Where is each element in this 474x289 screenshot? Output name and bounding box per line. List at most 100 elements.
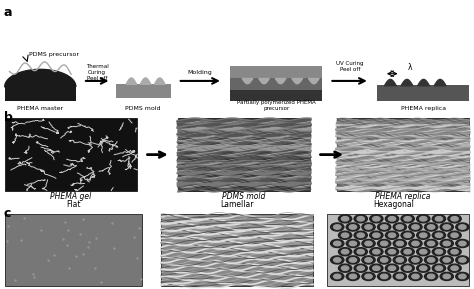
Circle shape [396, 241, 403, 246]
Circle shape [354, 215, 367, 223]
Text: PDMS mold: PDMS mold [126, 106, 161, 111]
Circle shape [448, 231, 461, 239]
Circle shape [349, 274, 356, 279]
Circle shape [365, 225, 372, 229]
Circle shape [378, 223, 391, 231]
Circle shape [435, 266, 443, 271]
Circle shape [357, 216, 365, 221]
Polygon shape [230, 78, 322, 90]
Polygon shape [230, 66, 322, 78]
Polygon shape [377, 85, 469, 101]
Polygon shape [116, 84, 171, 98]
Circle shape [385, 215, 399, 223]
Circle shape [370, 248, 383, 256]
Circle shape [357, 266, 365, 271]
Circle shape [381, 241, 388, 246]
Circle shape [448, 264, 461, 272]
Circle shape [451, 216, 458, 221]
Circle shape [428, 274, 435, 279]
Circle shape [404, 216, 411, 221]
Circle shape [331, 256, 344, 264]
Circle shape [428, 241, 435, 246]
Circle shape [393, 223, 406, 231]
Circle shape [334, 241, 341, 246]
Circle shape [396, 274, 403, 279]
Circle shape [354, 264, 367, 272]
Circle shape [338, 231, 352, 239]
Circle shape [393, 239, 406, 247]
Circle shape [456, 239, 469, 247]
Text: b: b [4, 111, 13, 124]
Circle shape [385, 231, 399, 239]
Circle shape [424, 272, 438, 280]
Circle shape [373, 249, 380, 254]
Circle shape [354, 231, 367, 239]
Circle shape [401, 215, 414, 223]
Circle shape [331, 223, 344, 231]
Polygon shape [5, 87, 76, 101]
Circle shape [388, 216, 396, 221]
Circle shape [362, 223, 375, 231]
Polygon shape [161, 214, 313, 286]
Text: Hexagonal: Hexagonal [373, 200, 414, 209]
Circle shape [409, 272, 422, 280]
Circle shape [409, 223, 422, 231]
Polygon shape [5, 118, 137, 191]
Circle shape [428, 258, 435, 262]
Circle shape [349, 258, 356, 262]
Text: PDMS precursor: PDMS precursor [29, 52, 79, 57]
Polygon shape [337, 118, 469, 191]
Circle shape [432, 231, 446, 239]
Circle shape [409, 239, 422, 247]
Circle shape [396, 258, 403, 262]
Circle shape [417, 248, 430, 256]
Circle shape [440, 256, 453, 264]
Circle shape [338, 264, 352, 272]
Circle shape [456, 256, 469, 264]
Polygon shape [5, 214, 142, 286]
Circle shape [443, 225, 450, 229]
Circle shape [373, 233, 380, 238]
Circle shape [385, 248, 399, 256]
Circle shape [435, 249, 443, 254]
Circle shape [419, 216, 427, 221]
Circle shape [362, 239, 375, 247]
Circle shape [443, 274, 450, 279]
Circle shape [440, 223, 453, 231]
Circle shape [346, 256, 360, 264]
Circle shape [432, 248, 446, 256]
Circle shape [417, 231, 430, 239]
Circle shape [370, 231, 383, 239]
Circle shape [443, 258, 450, 262]
Text: PDMS mold: PDMS mold [222, 192, 266, 201]
Circle shape [378, 256, 391, 264]
Circle shape [459, 241, 466, 246]
Circle shape [412, 225, 419, 229]
Text: c: c [4, 207, 11, 220]
Circle shape [424, 239, 438, 247]
Circle shape [388, 266, 396, 271]
Circle shape [459, 274, 466, 279]
Text: Lamellar: Lamellar [220, 200, 254, 209]
Circle shape [451, 233, 458, 238]
Circle shape [401, 248, 414, 256]
Circle shape [331, 272, 344, 280]
Circle shape [349, 241, 356, 246]
Circle shape [451, 266, 458, 271]
Circle shape [409, 256, 422, 264]
Circle shape [459, 258, 466, 262]
Circle shape [341, 249, 349, 254]
Text: PHEMA replica: PHEMA replica [401, 106, 446, 111]
Circle shape [440, 239, 453, 247]
Circle shape [338, 215, 352, 223]
Circle shape [362, 272, 375, 280]
Circle shape [378, 272, 391, 280]
Circle shape [456, 272, 469, 280]
Circle shape [334, 258, 341, 262]
Circle shape [419, 249, 427, 254]
Polygon shape [327, 214, 469, 286]
Circle shape [357, 233, 365, 238]
Circle shape [365, 241, 372, 246]
Text: a: a [4, 6, 12, 19]
Text: Partially polymerized PHEMA
precursor: Partially polymerized PHEMA precursor [237, 100, 316, 111]
